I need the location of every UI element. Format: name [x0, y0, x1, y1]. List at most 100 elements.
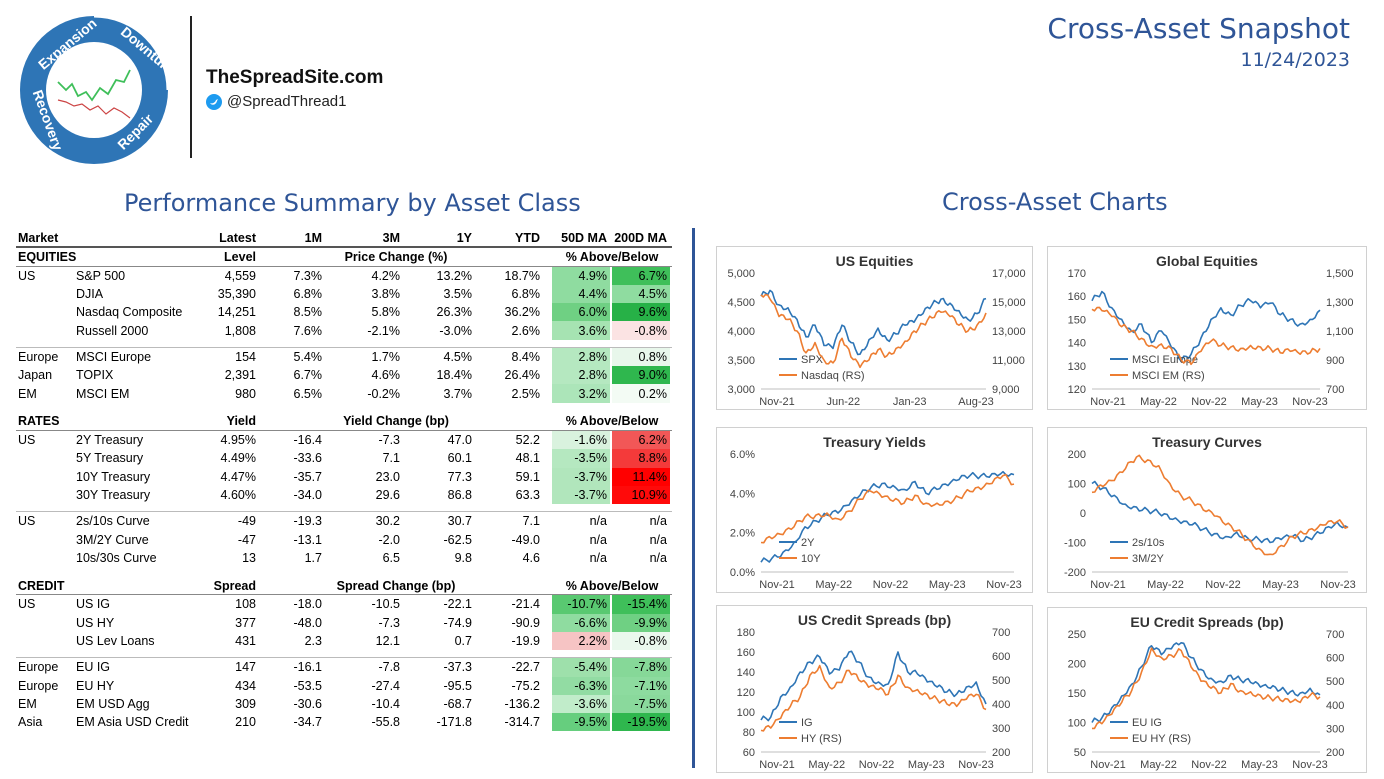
x-tick-label: May-23: [1241, 759, 1278, 771]
y-right-tick-label: 13,000: [992, 326, 1026, 338]
row-change-ytd: 8.4%: [511, 349, 541, 364]
section-header-rates: RATES Yield Yield Change (bp) % Above/Below: [16, 413, 672, 431]
row-ma50: -1.6%: [552, 430, 610, 450]
row-region: EM: [18, 386, 37, 401]
series-line-eu-ig: [1091, 642, 1321, 723]
section-ma-header: % Above/Below: [565, 578, 659, 593]
row-change-3m: 5.8%: [371, 305, 401, 320]
y-right-tick-label: 300: [1326, 723, 1344, 735]
group-spacer: [16, 650, 672, 659]
row-change-ytd: 2.5%: [511, 386, 541, 401]
row-change-1m: -16.4: [293, 433, 323, 448]
row-change-1y: -37.3: [443, 660, 473, 675]
row-ma50: -6.6%: [552, 613, 610, 632]
series-line-10y: [760, 473, 1015, 544]
y-right-tick-label: 700: [1326, 629, 1344, 641]
x-tick-label: May-23: [1241, 396, 1278, 408]
row-name: EU IG: [76, 660, 111, 675]
table-row: EM MSCI EM 980 6.5% -0.2% 3.7% 2.5% 3.2% 0.2%: [16, 384, 672, 403]
row-ma200: n/a: [649, 532, 667, 547]
table-row: Europe EU HY 434 -53.5 -27.4 -95.5 -75.2 -6.3% -…: [16, 676, 672, 695]
row-ma200: 10.9%: [612, 485, 670, 505]
row-ma50: 3.2%: [552, 384, 610, 403]
x-tick-label: May-22: [815, 579, 852, 591]
section-spacer: [16, 567, 672, 577]
row-change-ytd: -19.9: [511, 634, 541, 649]
y-right-tick-label: 700: [1326, 384, 1344, 396]
row-ma200: -19.5%: [612, 713, 670, 732]
x-tick-label: Nov-22: [1191, 396, 1226, 408]
row-name: 5Y Treasury: [76, 451, 144, 466]
section-ma-header: % Above/Below: [565, 414, 659, 429]
y-left-tick-label: 4,000: [727, 326, 755, 338]
row-region: Europe: [18, 678, 59, 693]
row-change-1y: 77.3: [447, 469, 472, 484]
page-title: Cross-Asset Snapshot: [1047, 12, 1350, 45]
section-label: CREDIT: [18, 578, 65, 593]
row-level: 4,559: [224, 268, 256, 283]
row-change-1y: -171.8: [436, 715, 472, 730]
row-change-1m: -30.6: [293, 696, 323, 711]
x-tick-label: Nov-23: [986, 579, 1021, 591]
row-ma200: -7.5%: [612, 694, 670, 714]
row-name: MSCI EM: [76, 386, 130, 401]
table-row: Europe MSCI Europe 154 5.4% 1.7% 4.5% 8.4% 2.8%…: [16, 347, 672, 367]
row-ma50: -5.4%: [552, 658, 610, 677]
col-header-3m: 3M: [382, 231, 400, 246]
row-change-3m: 29.6: [375, 488, 400, 502]
twitter-handle[interactable]: @SpreadThread1: [206, 93, 346, 110]
row-change-1m: 6.8%: [293, 287, 323, 302]
row-name: 30Y Treasury: [76, 488, 151, 502]
row-change-3m: 7.1: [382, 451, 400, 466]
chart-title: Treasury Yields: [823, 434, 926, 450]
row-name: Nasdaq Composite: [76, 305, 183, 320]
y-left-tick-label: 130: [1068, 361, 1086, 373]
x-tick-label: May-23: [929, 579, 966, 591]
x-tick-label: Nov-22: [859, 759, 894, 771]
row-change-3m: 3.8%: [371, 287, 401, 302]
y-right-tick-label: 900: [1326, 355, 1344, 367]
row-level: 4.47%: [220, 469, 256, 484]
row-level: 210: [235, 715, 256, 730]
row-change-1y: 3.7%: [443, 386, 473, 401]
series-line-2y: [760, 470, 1015, 563]
chart-svg: -200 -100 0 100 200 Nov-21 May-22 Nov-22 May-23 N…: [1064, 449, 1356, 591]
group-spacer: [16, 504, 672, 513]
y-left-tick-label: 80: [743, 727, 755, 739]
row-change-1m: -13.1: [293, 532, 323, 547]
y-right-tick-label: 200: [992, 747, 1010, 759]
row-change-1y: -68.7: [443, 696, 473, 711]
y-left-tick-label: 120: [1068, 384, 1086, 396]
col-header-1m: 1M: [304, 231, 322, 246]
row-ma50: 2.2%: [552, 631, 610, 651]
row-ma50: 6.0%: [552, 303, 610, 322]
y-left-tick-label: 160: [1068, 291, 1086, 303]
row-change-1y: 30.7: [447, 514, 472, 529]
section-level-header: Level: [224, 249, 256, 264]
row-change-1y: 0.7: [454, 634, 472, 649]
y-right-tick-label: 17,000: [992, 268, 1026, 280]
section-level-header: Yield: [226, 414, 256, 429]
chart-title: US Equities: [835, 253, 914, 269]
table-row: EM EM USD Agg 309 -30.6 -10.4 -68.7 -136.2 -3.6…: [16, 694, 672, 714]
col-header-1y: 1Y: [456, 231, 472, 246]
row-level: 431: [235, 634, 256, 649]
row-change-ytd: 59.1: [515, 469, 540, 484]
row-level: 1,808: [224, 323, 256, 338]
row-change-3m: -7.3: [378, 433, 400, 448]
table-row: Japan TOPIX 2,391 6.7% 4.6% 18.4% 26.4% 2.8% 9.0…: [16, 366, 672, 385]
table-row: Russell 2000 1,808 7.6% -2.1% -3.0% 2.6% 3.6% -…: [16, 321, 672, 340]
row-change-ytd: 2.6%: [511, 323, 541, 338]
col-header-200d-ma: 200D MA: [614, 231, 667, 246]
series-line-msci-em-rs-: [1091, 306, 1321, 366]
row-change-3m: -10.4: [371, 696, 401, 711]
row-change-1y: -3.0%: [439, 323, 472, 338]
page-date: 11/24/2023: [1240, 49, 1350, 71]
row-change-1m: -53.5: [293, 678, 323, 693]
row-ma50: -9.5%: [552, 713, 610, 732]
row-change-1y: -74.9: [443, 615, 473, 630]
row-change-ytd: 7.1: [522, 514, 540, 529]
row-change-1y: 9.8: [454, 550, 472, 565]
row-change-3m: -27.4: [371, 678, 401, 693]
row-ma200: -0.8%: [612, 631, 670, 651]
